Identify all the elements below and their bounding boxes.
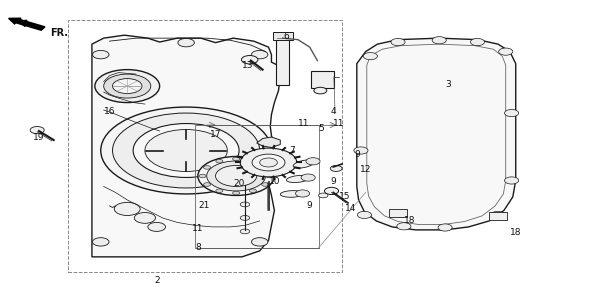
- Circle shape: [104, 74, 151, 98]
- Circle shape: [135, 213, 156, 223]
- Circle shape: [251, 51, 268, 59]
- Text: FR.: FR.: [51, 28, 68, 38]
- Circle shape: [301, 174, 315, 181]
- Circle shape: [260, 158, 277, 167]
- Circle shape: [216, 189, 223, 193]
- Bar: [312, 71, 334, 88]
- Circle shape: [504, 177, 519, 184]
- Circle shape: [145, 129, 227, 172]
- Circle shape: [198, 157, 274, 195]
- Text: 18: 18: [404, 216, 415, 225]
- Circle shape: [204, 183, 211, 186]
- Text: 17: 17: [210, 129, 221, 138]
- Circle shape: [250, 159, 257, 163]
- Circle shape: [240, 148, 297, 177]
- Bar: [276, 38, 289, 85]
- Circle shape: [296, 190, 310, 197]
- Text: 11: 11: [333, 119, 345, 128]
- Circle shape: [232, 157, 240, 161]
- Circle shape: [133, 123, 239, 178]
- Bar: [195, 125, 319, 248]
- Text: 19: 19: [33, 132, 45, 141]
- Circle shape: [319, 193, 328, 198]
- Ellipse shape: [293, 160, 314, 168]
- Circle shape: [216, 159, 223, 163]
- Circle shape: [314, 87, 327, 94]
- Circle shape: [397, 223, 411, 230]
- Text: 21: 21: [198, 201, 209, 210]
- Text: 11: 11: [298, 119, 310, 128]
- Circle shape: [240, 202, 250, 207]
- Circle shape: [30, 126, 44, 134]
- Bar: [273, 32, 293, 40]
- Circle shape: [240, 216, 250, 220]
- Text: 7: 7: [289, 146, 295, 155]
- Text: 13: 13: [242, 61, 254, 70]
- Ellipse shape: [287, 175, 309, 182]
- Bar: [389, 209, 407, 217]
- Circle shape: [113, 79, 142, 94]
- Circle shape: [215, 166, 257, 186]
- Circle shape: [95, 70, 160, 103]
- Circle shape: [358, 211, 372, 219]
- Circle shape: [199, 162, 261, 193]
- Circle shape: [101, 107, 271, 194]
- Circle shape: [391, 39, 405, 46]
- Circle shape: [240, 229, 250, 234]
- Text: 12: 12: [360, 166, 371, 175]
- Text: 9: 9: [330, 178, 336, 186]
- Circle shape: [354, 147, 368, 154]
- Circle shape: [178, 39, 194, 47]
- Circle shape: [438, 224, 452, 231]
- Text: 2: 2: [154, 276, 159, 285]
- Circle shape: [113, 113, 260, 188]
- Circle shape: [204, 166, 211, 169]
- Circle shape: [261, 166, 268, 169]
- Circle shape: [261, 183, 268, 186]
- Text: 14: 14: [345, 204, 356, 213]
- Circle shape: [252, 154, 285, 171]
- Ellipse shape: [280, 191, 304, 197]
- Circle shape: [363, 53, 378, 60]
- Circle shape: [306, 158, 320, 165]
- Circle shape: [148, 222, 166, 231]
- Circle shape: [241, 55, 258, 64]
- Circle shape: [114, 202, 140, 216]
- Text: 4: 4: [330, 107, 336, 116]
- Circle shape: [251, 238, 268, 246]
- Circle shape: [432, 37, 446, 44]
- Circle shape: [206, 161, 266, 191]
- Text: 11: 11: [192, 224, 204, 233]
- Polygon shape: [357, 38, 516, 230]
- Text: 9: 9: [354, 150, 360, 160]
- Text: 16: 16: [104, 107, 115, 116]
- Text: 9: 9: [307, 201, 313, 210]
- Text: 18: 18: [510, 228, 522, 237]
- Circle shape: [93, 51, 109, 59]
- Circle shape: [491, 211, 505, 219]
- Text: 3: 3: [445, 80, 451, 89]
- Text: 20: 20: [234, 179, 245, 188]
- Polygon shape: [257, 137, 280, 147]
- Circle shape: [250, 189, 257, 193]
- Circle shape: [504, 110, 519, 117]
- Circle shape: [266, 174, 273, 178]
- Text: 10: 10: [268, 178, 280, 186]
- Circle shape: [330, 166, 342, 172]
- Circle shape: [93, 238, 109, 246]
- FancyArrow shape: [9, 18, 45, 30]
- Circle shape: [209, 167, 251, 188]
- Circle shape: [499, 48, 513, 55]
- Polygon shape: [92, 35, 280, 257]
- Bar: [68, 20, 342, 272]
- Text: 8: 8: [195, 244, 201, 252]
- Circle shape: [232, 191, 240, 195]
- Text: 6: 6: [283, 32, 289, 41]
- Circle shape: [324, 187, 339, 194]
- Text: 5: 5: [319, 123, 324, 132]
- Bar: [489, 212, 507, 220]
- Circle shape: [199, 174, 206, 178]
- Circle shape: [470, 39, 484, 46]
- Text: 15: 15: [339, 192, 351, 201]
